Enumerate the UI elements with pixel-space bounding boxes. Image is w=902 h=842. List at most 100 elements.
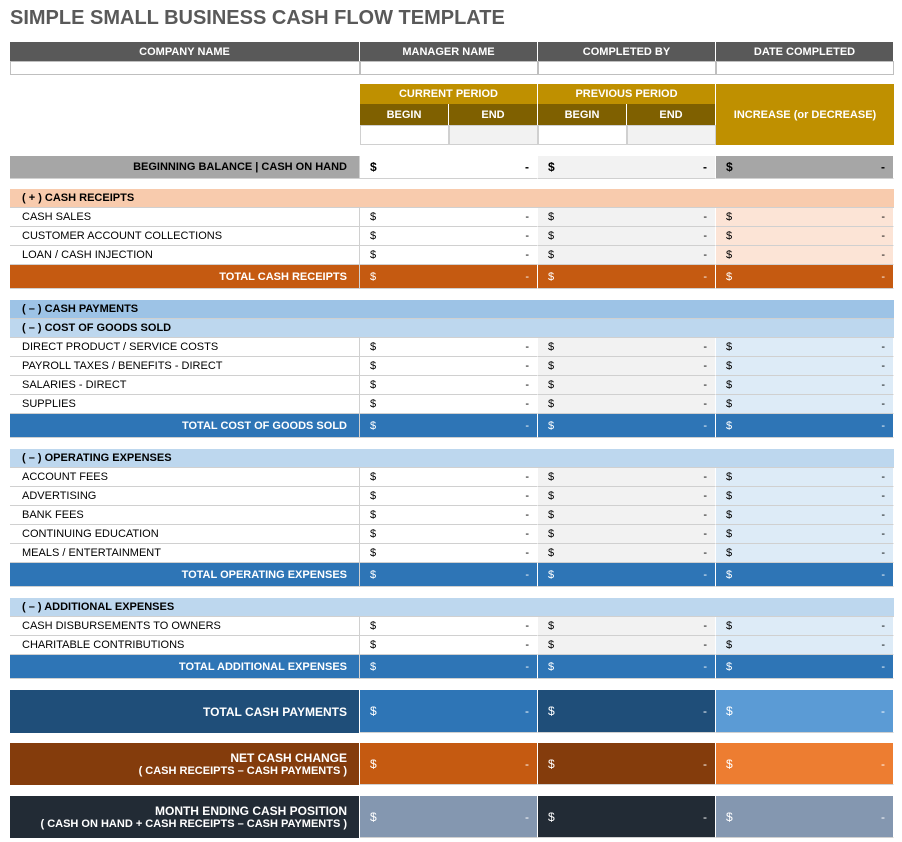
currency: $ — [370, 547, 377, 559]
blank-value: - — [881, 490, 885, 502]
currency: $ — [726, 211, 733, 223]
currency: $ — [370, 528, 377, 540]
value-cell: $ - — [716, 265, 894, 289]
currency: $ — [726, 620, 733, 632]
value-cell: $ - — [538, 796, 716, 838]
currency: $ — [726, 490, 733, 502]
currency: $ — [370, 398, 377, 410]
value-cell: $ - — [716, 376, 894, 395]
value-cell: $ - — [538, 227, 716, 246]
value-cell: $ - — [360, 156, 538, 179]
value-cell: $ - — [538, 544, 716, 563]
blank-value: - — [703, 490, 707, 502]
total-label: TOTAL COST OF GOODS SOLD — [10, 414, 360, 438]
blank-value: - — [525, 249, 529, 261]
blank-value: - — [881, 249, 885, 261]
currency: $ — [726, 398, 733, 410]
section-header-text: ( – ) CASH PAYMENTS — [22, 303, 139, 315]
value-cell: $ - — [538, 156, 716, 179]
section-header-text: ( + ) CASH RECEIPTS — [22, 192, 135, 204]
blank-value: - — [525, 660, 529, 673]
currency: $ — [548, 471, 555, 483]
blank-value: - — [703, 341, 707, 353]
period-subcell: BEGIN — [538, 104, 627, 125]
row-label-text: PAYROLL TAXES / BENEFITS - DIRECT — [22, 360, 223, 372]
row-label: LOAN / CASH INJECTION — [10, 246, 360, 265]
value-cell: $ - — [360, 246, 538, 265]
period-input — [538, 125, 627, 145]
currency: $ — [548, 756, 555, 771]
currency: $ — [726, 809, 733, 824]
blank-value: - — [525, 639, 529, 651]
blank-value: - — [881, 639, 885, 651]
blank-value: - — [881, 620, 885, 632]
blank-value: - — [525, 509, 529, 521]
total-label-text: TOTAL OPERATING EXPENSES — [181, 568, 347, 581]
currency: $ — [370, 160, 377, 174]
row-label-text: DIRECT PRODUCT / SERVICE COSTS — [22, 341, 219, 353]
blank-value: - — [525, 756, 529, 771]
blank-value: - — [881, 471, 885, 483]
currency: $ — [548, 341, 555, 353]
blank-value: - — [525, 211, 529, 223]
row-label-text: ADVERTISING — [22, 490, 97, 502]
period-cell: CURRENT PERIOD — [360, 84, 538, 104]
blank-value: - — [881, 160, 885, 174]
value-cell: $ - — [360, 227, 538, 246]
row-label: CONTINUING EDUCATION — [10, 525, 360, 544]
balance-label-text: BEGINNING BALANCE | CASH ON HAND — [133, 161, 347, 173]
currency: $ — [726, 704, 733, 718]
title: SIMPLE SMALL BUSINESS CASH FLOW TEMPLATE — [10, 6, 505, 29]
row-label: CUSTOMER ACCOUNT COLLECTIONS — [10, 227, 360, 246]
blank-value: - — [525, 270, 529, 283]
value-cell: $ - — [538, 636, 716, 655]
value-cell: $ - — [716, 357, 894, 376]
currency: $ — [370, 568, 377, 581]
currency: $ — [726, 528, 733, 540]
currency: $ — [370, 660, 377, 673]
blank-value: - — [703, 360, 707, 372]
row-label: SALARIES - DIRECT — [10, 376, 360, 395]
section-header: ( – ) ADDITIONAL EXPENSES — [10, 598, 894, 617]
currency: $ — [548, 639, 555, 651]
currency: $ — [370, 379, 377, 391]
period-input — [627, 125, 716, 145]
value-cell: $ - — [360, 655, 538, 679]
blank-value: - — [881, 704, 885, 718]
header-label: DATE COMPLETED — [753, 45, 856, 58]
period-sublabel: BEGIN — [564, 108, 600, 121]
currency: $ — [726, 230, 733, 242]
summary-label-text: TOTAL CASH PAYMENTS — [202, 704, 347, 719]
currency: $ — [548, 528, 555, 540]
total-label: TOTAL ADDITIONAL EXPENSES — [10, 655, 360, 679]
value-cell: $ - — [716, 395, 894, 414]
blank-value: - — [881, 398, 885, 410]
header-cell: COMPANY NAME — [10, 42, 360, 61]
summary-label: NET CASH CHANGE( CASH RECEIPTS – CASH PA… — [10, 743, 360, 785]
currency: $ — [548, 249, 555, 261]
change-header: INCREASE (or DECREASE) — [716, 84, 894, 145]
currency: $ — [548, 211, 555, 223]
section-header: ( – ) CASH PAYMENTS — [10, 300, 894, 319]
period-subcell: END — [449, 104, 538, 125]
summary-label: TOTAL CASH PAYMENTS — [10, 690, 360, 733]
blank-value: - — [881, 360, 885, 372]
period-input — [360, 125, 449, 145]
value-cell: $ - — [360, 338, 538, 357]
blank-value: - — [703, 547, 707, 559]
value-cell: $ - — [716, 468, 894, 487]
value-cell: $ - — [360, 636, 538, 655]
value-cell: $ - — [716, 414, 894, 438]
blank-value: - — [525, 471, 529, 483]
value-cell: $ - — [360, 376, 538, 395]
value-cell: $ - — [360, 743, 538, 785]
blank-value: - — [881, 568, 885, 581]
value-cell: $ - — [538, 414, 716, 438]
blank-value: - — [525, 160, 529, 174]
currency: $ — [726, 509, 733, 521]
blank-value: - — [881, 419, 885, 432]
value-cell: $ - — [360, 395, 538, 414]
value-cell: $ - — [360, 414, 538, 438]
header-label: COMPANY NAME — [139, 45, 230, 58]
blank-value: - — [525, 547, 529, 559]
